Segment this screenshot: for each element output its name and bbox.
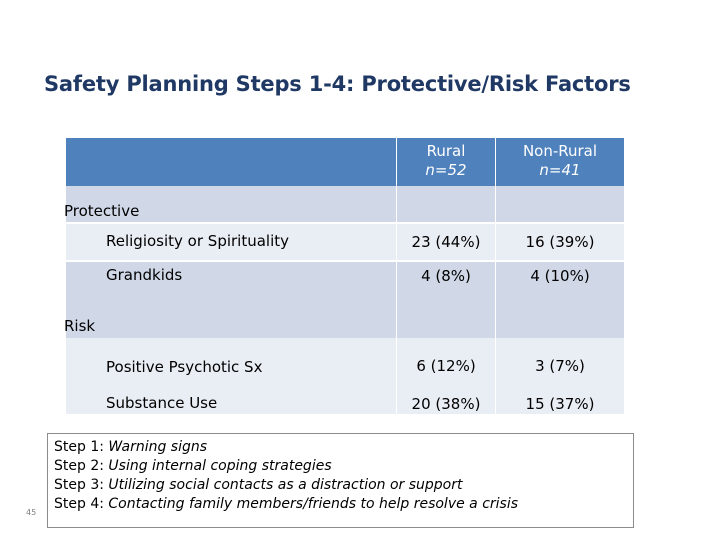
section-row-risk [66, 302, 624, 338]
section-label-protective: Protective [64, 202, 140, 220]
row-label: Religiosity or Spirituality [106, 232, 290, 250]
row-label: Positive Psychotic Sx [106, 358, 263, 376]
step-key: Step 4: [54, 496, 104, 512]
non-rural-value: 15 (37%) [496, 378, 624, 414]
header-rural-name: Rural [426, 142, 466, 160]
non-rural-value: 16 (39%) [496, 224, 624, 260]
step-key: Step 1: [54, 439, 104, 455]
header-non-rural-name: Non-Rural [522, 142, 598, 160]
step-item: Step 3: Utilizing social contacts as a d… [54, 476, 633, 495]
rural-value: 6 (12%) [397, 338, 495, 378]
rural-value: 20 (38%) [397, 378, 495, 414]
slide-title: Safety Planning Steps 1-4: Protective/Ri… [44, 72, 631, 96]
step-key: Step 2: [54, 458, 104, 474]
rural-value: 23 (44%) [397, 224, 495, 260]
step-value: Contacting family members/friends to hel… [108, 496, 519, 512]
non-rural-value: 4 (10%) [496, 262, 624, 302]
header-rural-n: n=52 [425, 161, 467, 179]
table-row: Positive Psychotic Sx 6 (12%) 3 (7%) [66, 338, 624, 378]
header-rural: Rural n=52 [397, 138, 495, 186]
table-row: Religiosity or Spirituality 23 (44%) 16 … [66, 224, 624, 260]
header-non-rural: Non-Rural n=41 [496, 138, 624, 186]
table-header-row: Rural n=52 Non-Rural n=41 [66, 138, 624, 186]
step-value: Warning signs [108, 439, 208, 455]
slide-number: 45 [26, 508, 37, 517]
rural-value: 4 (8%) [397, 262, 495, 302]
row-label: Substance Use [106, 394, 218, 412]
table-row: Substance Use 20 (38%) 15 (37%) [66, 378, 624, 414]
section-label-risk: Risk [64, 317, 96, 335]
table-row: Grandkids 4 (8%) 4 (10%) [66, 262, 624, 302]
header-non-rural-n: n=41 [539, 161, 581, 179]
step-key: Step 3: [54, 477, 104, 493]
step-item: Step 2: Using internal coping strategies [54, 457, 633, 476]
row-label: Grandkids [106, 266, 183, 284]
safety-steps-box: Step 1: Warning signs Step 2: Using inte… [47, 433, 634, 528]
section-row-protective [66, 186, 624, 222]
step-item: Step 1: Warning signs [54, 438, 633, 457]
non-rural-value: 3 (7%) [496, 338, 624, 378]
header-blank-cell [66, 138, 396, 186]
step-value: Utilizing social contacts as a distracti… [108, 477, 463, 493]
step-item: Step 4: Contacting family members/friend… [54, 495, 633, 514]
step-value: Using internal coping strategies [108, 458, 332, 474]
